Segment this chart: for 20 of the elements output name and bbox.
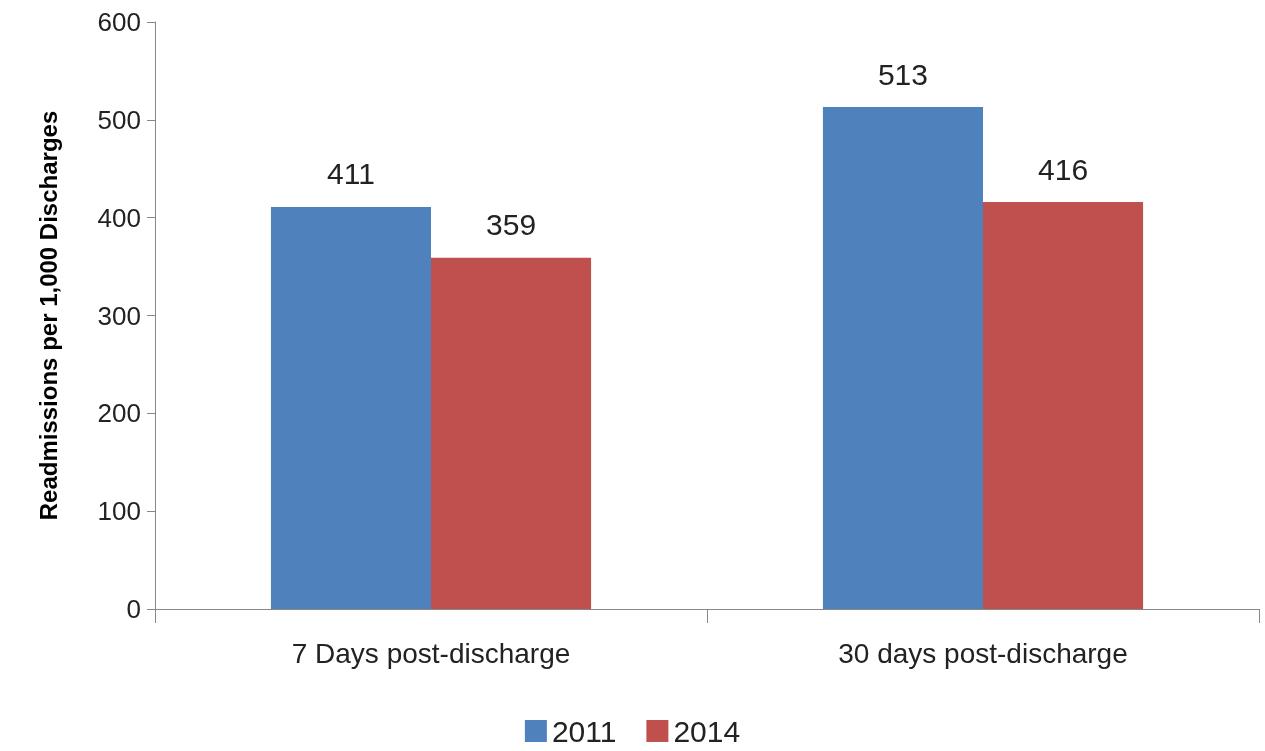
legend-label: 2011 bbox=[551, 714, 617, 748]
y-tick-label: 300 bbox=[97, 300, 141, 331]
x-tick-label: 30 days post-discharge bbox=[838, 637, 1128, 669]
y-tick-label: 600 bbox=[97, 7, 141, 37]
y-axis-title: Readmissions per 1,000 Discharges bbox=[34, 110, 62, 521]
legend-label: 2014 bbox=[673, 714, 741, 748]
bar bbox=[822, 107, 983, 609]
data-label: 513 bbox=[877, 57, 928, 91]
y-tick-label: 100 bbox=[97, 496, 141, 527]
data-label: 359 bbox=[486, 208, 537, 242]
y-tick-label: 400 bbox=[97, 202, 141, 233]
bar bbox=[270, 206, 431, 609]
bar bbox=[431, 257, 592, 609]
y-tick-label: 500 bbox=[97, 104, 141, 135]
data-label: 411 bbox=[327, 157, 375, 191]
bar bbox=[983, 202, 1144, 609]
data-label: 416 bbox=[1038, 152, 1089, 186]
y-tick-label: 200 bbox=[97, 398, 141, 429]
y-tick-label: 0 bbox=[126, 594, 141, 624]
x-tick-label: 7 Days post-discharge bbox=[291, 637, 571, 669]
